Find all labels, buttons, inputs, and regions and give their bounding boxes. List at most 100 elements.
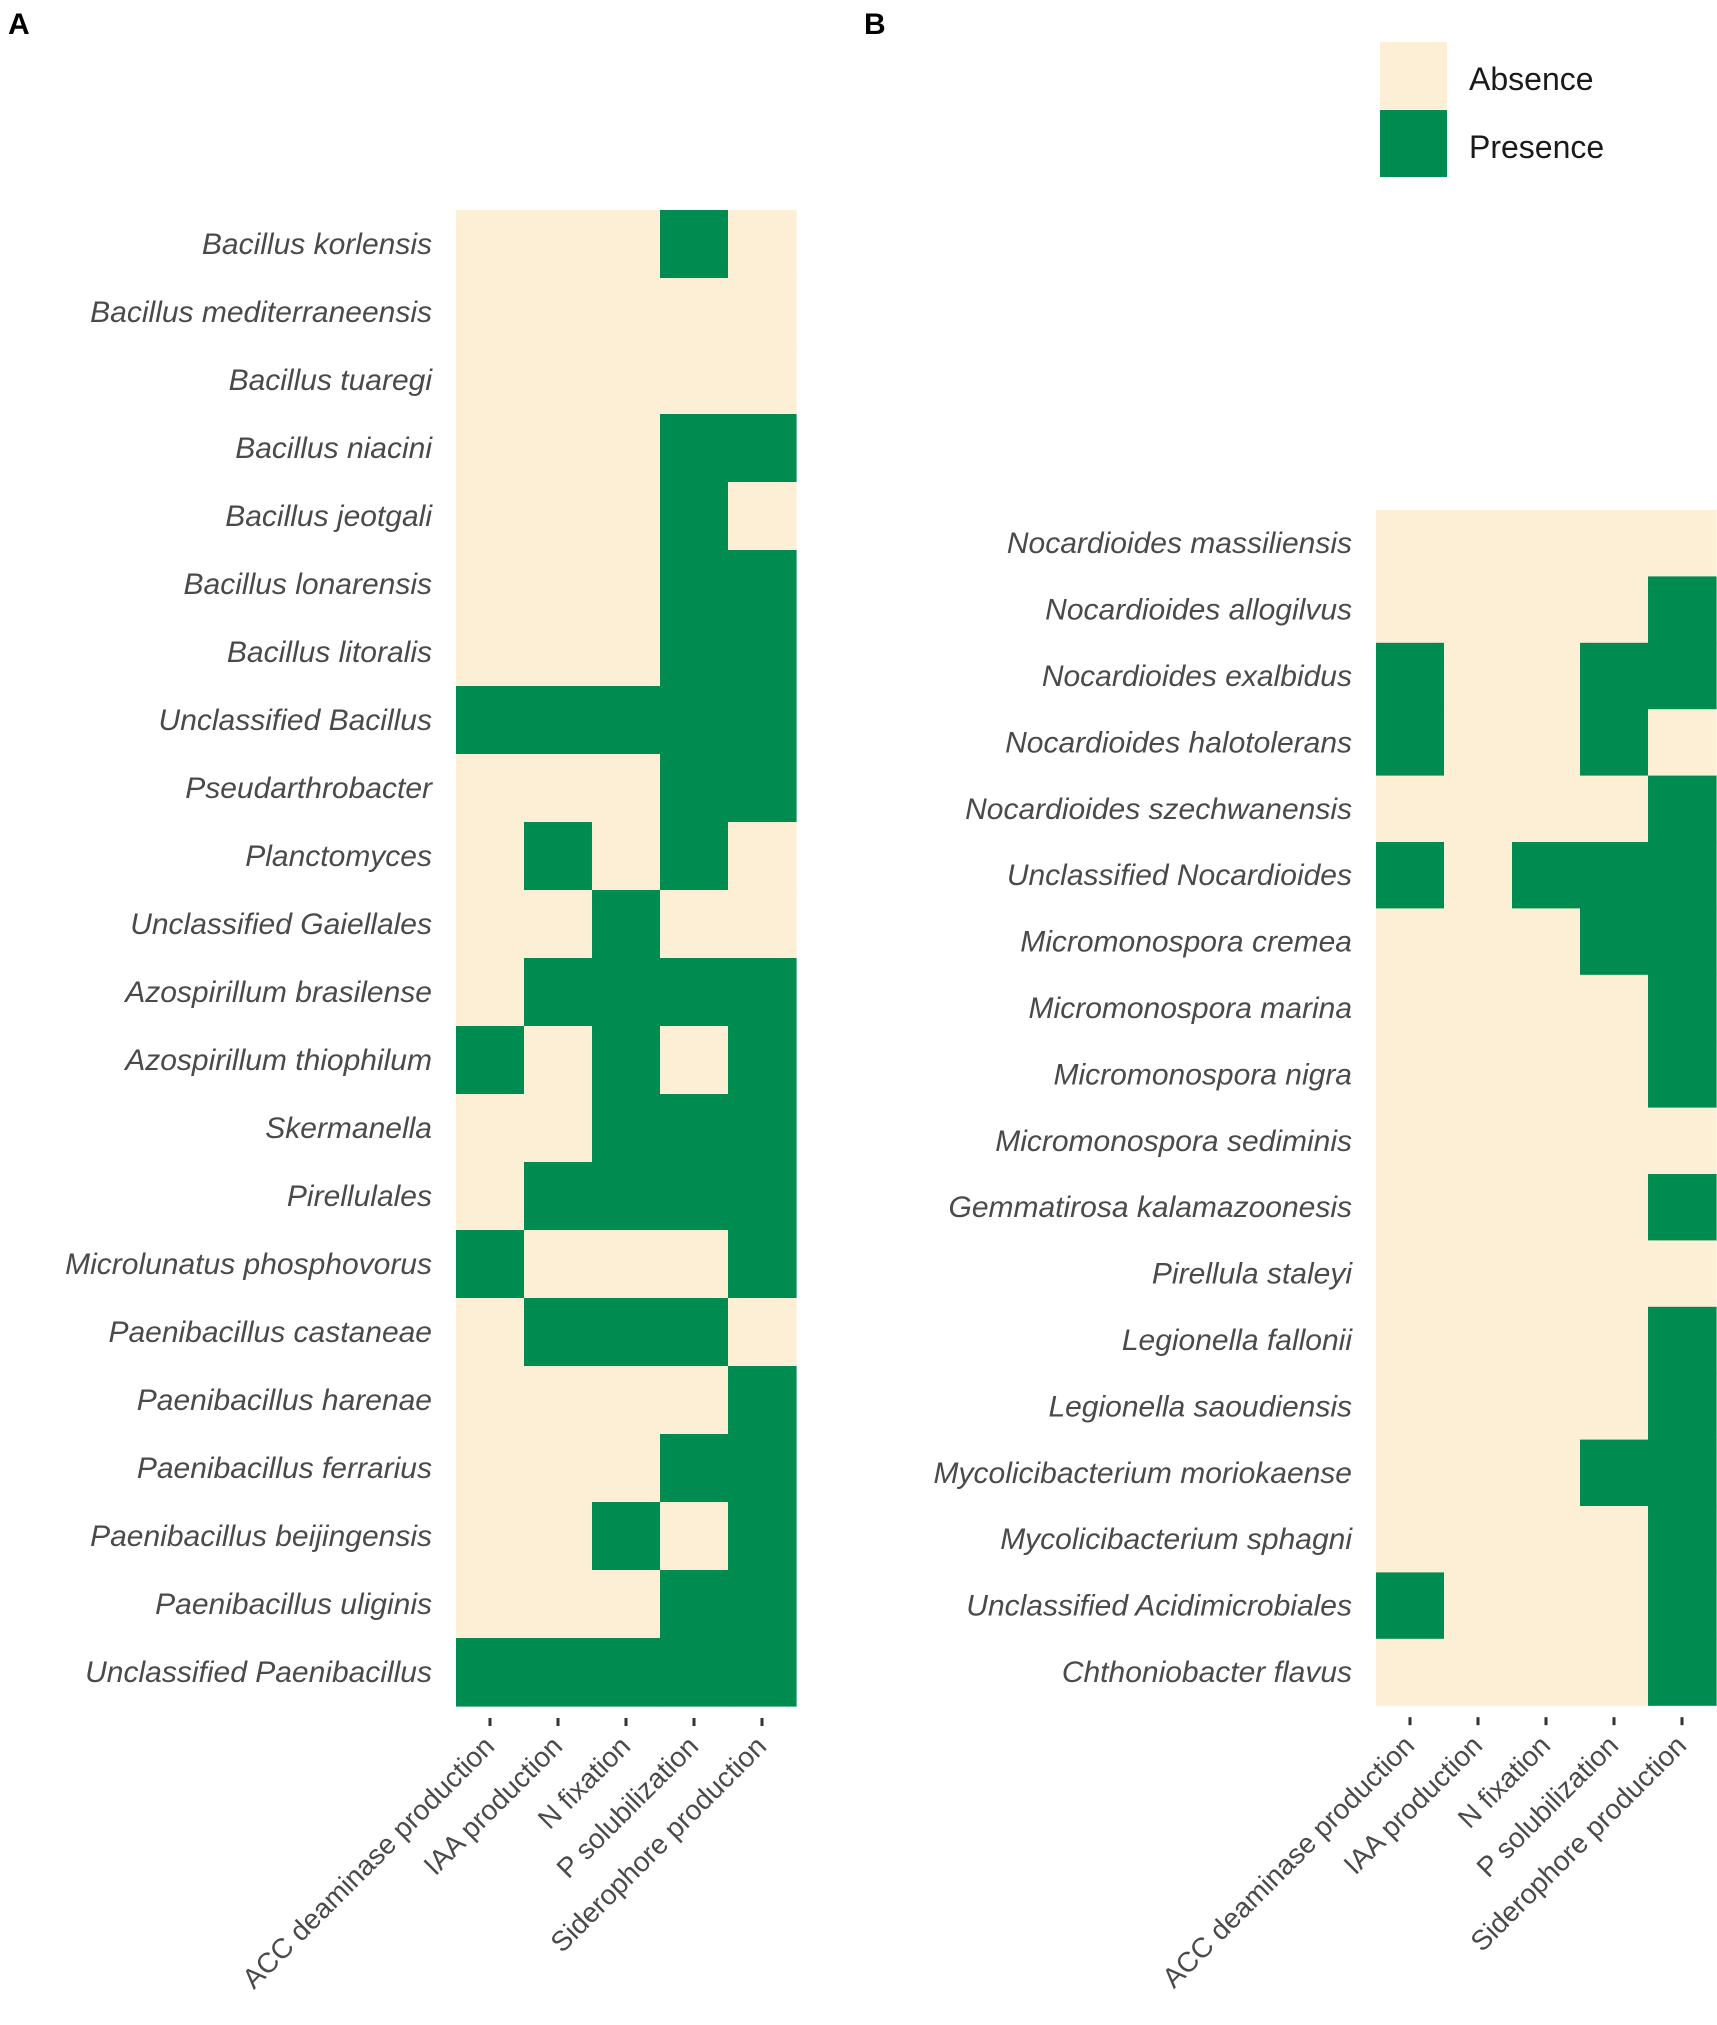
row-label-a-paenibacillus-ferrarius: Paenibacillus ferrarius	[137, 1452, 432, 1485]
row-label-a-bacillus-niacini: Bacillus niacini	[235, 432, 433, 465]
heatmap-cell-a-pirellulales-n-fixation	[592, 1162, 661, 1231]
row-label-a-microlunatus-phosphovorus: Microlunatus phosphovorus	[65, 1248, 432, 1281]
heatmap-cell-a-bacillus-mediterraneensis-iaa-production	[524, 278, 593, 347]
heatmap-cell-b-nocardioides-exalbidus-p-solubilization	[1580, 642, 1649, 710]
heatmap-cell-b-micromonospora-marina-iaa-production	[1444, 974, 1513, 1042]
row-label-b-pirellula-staleyi: Pirellula staleyi	[1152, 1258, 1353, 1291]
heatmap-cell-b-unclassified-nocardioides-acc-deaminase-production	[1376, 842, 1445, 909]
panel-b-letter: B	[864, 8, 886, 41]
heatmap-cell-a-unclassified-bacillus-n-fixation	[592, 686, 661, 755]
heatmap-cell-a-paenibacillus-uliginis-siderophore-production	[728, 1570, 797, 1639]
heatmap-cell-a-planctomyces-n-fixation	[592, 822, 661, 891]
heatmap-cell-a-bacillus-jeotgali-p-solubilization	[660, 482, 729, 551]
heatmap-cell-a-paenibacillus-beijingensis-siderophore-production	[728, 1502, 797, 1571]
heatmap-cell-b-micromonospora-nigra-p-solubilization	[1580, 1041, 1649, 1109]
heatmap-cell-b-unclassified-nocardioides-n-fixation	[1512, 842, 1581, 909]
heatmap-cell-b-nocardioides-halotolerans-n-fixation	[1512, 709, 1581, 777]
heatmap-cell-b-micromonospora-cremea-siderophore-production	[1648, 908, 1717, 976]
row-label-b-micromonospora-nigra: Micromonospora nigra	[1054, 1058, 1352, 1091]
legend-swatch-presence	[1380, 110, 1447, 177]
heatmap-cell-b-nocardioides-szechwanensis-iaa-production	[1444, 775, 1513, 843]
heatmap-cell-a-azospirillum-thiophilum-iaa-production	[524, 1026, 593, 1095]
heatmap-cell-a-bacillus-niacini-siderophore-production	[728, 414, 797, 483]
heatmap-cell-a-paenibacillus-harenae-acc-deaminase-production	[456, 1366, 525, 1435]
row-label-a-unclassified-gaiellales: Unclassified Gaiellales	[130, 908, 432, 941]
heatmap-cell-b-gemmatirosa-kalamazoonesis-siderophore-production	[1648, 1174, 1717, 1241]
heatmap-cell-a-bacillus-mediterraneensis-n-fixation	[592, 278, 661, 347]
heatmap-cell-b-nocardioides-halotolerans-iaa-production	[1444, 709, 1513, 777]
heatmap-cell-a-paenibacillus-castaneae-p-solubilization	[660, 1298, 729, 1367]
row-label-b-legionella-saoudiensis: Legionella saoudiensis	[1048, 1390, 1352, 1423]
heatmap-cell-a-bacillus-lonarensis-siderophore-production	[728, 550, 797, 619]
heatmap-cell-b-mycolicibacterium-sphagni-acc-deaminase-production	[1376, 1506, 1445, 1573]
heatmap-cell-b-mycolicibacterium-sphagni-n-fixation	[1512, 1506, 1581, 1573]
heatmap-cell-b-nocardioides-allogilvus-acc-deaminase-production	[1376, 576, 1445, 644]
heatmap-cell-a-unclassified-paenibacillus-n-fixation	[592, 1638, 661, 1707]
heatmap-cell-a-unclassified-bacillus-acc-deaminase-production	[456, 686, 525, 755]
heatmap-cell-a-bacillus-lonarensis-p-solubilization	[660, 550, 729, 619]
heatmap-cell-a-bacillus-korlensis-acc-deaminase-production	[456, 210, 525, 279]
heatmap-cell-b-nocardioides-massiliensis-n-fixation	[1512, 510, 1581, 577]
heatmap-cell-b-chthoniobacter-flavus-siderophore-production	[1648, 1638, 1717, 1706]
heatmap-cell-a-pirellulales-p-solubilization	[660, 1162, 729, 1231]
heatmap-cell-b-chthoniobacter-flavus-p-solubilization	[1580, 1638, 1649, 1706]
heatmap-cell-a-paenibacillus-ferrarius-acc-deaminase-production	[456, 1434, 525, 1503]
row-label-b-micromonospora-cremea: Micromonospora cremea	[1020, 926, 1352, 959]
heatmap-cell-b-legionella-fallonii-n-fixation	[1512, 1306, 1581, 1374]
heatmap-cell-a-azospirillum-thiophilum-p-solubilization	[660, 1026, 729, 1095]
heatmap-cell-b-micromonospora-sediminis-n-fixation	[1512, 1107, 1581, 1175]
heatmap-cell-a-unclassified-bacillus-p-solubilization	[660, 686, 729, 755]
heatmap-cell-b-micromonospora-cremea-p-solubilization	[1580, 908, 1649, 976]
heatmap-cell-b-legionella-fallonii-iaa-production	[1444, 1306, 1513, 1374]
heatmap-cell-a-paenibacillus-beijingensis-acc-deaminase-production	[456, 1502, 525, 1571]
heatmap-cell-a-bacillus-jeotgali-acc-deaminase-production	[456, 482, 525, 551]
heatmap-cell-a-paenibacillus-castaneae-acc-deaminase-production	[456, 1298, 525, 1367]
row-label-a-bacillus-litoralis: Bacillus litoralis	[227, 636, 432, 669]
heatmap-cell-b-pirellula-staleyi-acc-deaminase-production	[1376, 1240, 1445, 1308]
heatmap-cell-a-bacillus-niacini-acc-deaminase-production	[456, 414, 525, 483]
heatmap-cell-b-nocardioides-allogilvus-siderophore-production	[1648, 576, 1717, 644]
heatmap-cell-a-unclassified-bacillus-siderophore-production	[728, 686, 797, 755]
heatmap-cell-a-bacillus-mediterraneensis-p-solubilization	[660, 278, 729, 347]
heatmap-cell-a-unclassified-gaiellales-p-solubilization	[660, 890, 729, 959]
heatmap-cell-b-chthoniobacter-flavus-acc-deaminase-production	[1376, 1638, 1445, 1706]
heatmap-cell-b-mycolicibacterium-sphagni-p-solubilization	[1580, 1506, 1649, 1573]
heatmap-cell-a-unclassified-gaiellales-n-fixation	[592, 890, 661, 959]
heatmap-cell-b-mycolicibacterium-moriokaense-p-solubilization	[1580, 1439, 1649, 1507]
heatmap-cell-b-unclassified-acidimicrobiales-siderophore-production	[1648, 1572, 1717, 1640]
row-label-a-unclassified-paenibacillus: Unclassified Paenibacillus	[85, 1656, 432, 1689]
heatmap-cell-b-micromonospora-sediminis-acc-deaminase-production	[1376, 1107, 1445, 1175]
heatmap-cell-a-pseudarthrobacter-n-fixation	[592, 754, 661, 823]
row-label-b-nocardioides-exalbidus: Nocardioides exalbidus	[1042, 660, 1352, 693]
heatmap-cell-b-nocardioides-exalbidus-siderophore-production	[1648, 642, 1717, 710]
heatmap-cell-b-pirellula-staleyi-iaa-production	[1444, 1240, 1513, 1308]
row-label-a-azospirillum-brasilense: Azospirillum brasilense	[123, 976, 432, 1009]
heatmap-cell-b-gemmatirosa-kalamazoonesis-p-solubilization	[1580, 1174, 1649, 1241]
heatmap-cell-a-bacillus-lonarensis-n-fixation	[592, 550, 661, 619]
heatmap-cell-a-bacillus-litoralis-n-fixation	[592, 618, 661, 687]
heatmap-cell-b-pirellula-staleyi-p-solubilization	[1580, 1240, 1649, 1308]
heatmap-cell-a-planctomyces-acc-deaminase-production	[456, 822, 525, 891]
heatmap-cell-b-legionella-saoudiensis-siderophore-production	[1648, 1373, 1717, 1441]
heatmap-cell-b-micromonospora-sediminis-siderophore-production	[1648, 1107, 1717, 1175]
heatmap-cell-b-legionella-saoudiensis-n-fixation	[1512, 1373, 1581, 1441]
heatmap-cell-a-bacillus-niacini-iaa-production	[524, 414, 593, 483]
heatmap-cell-a-unclassified-paenibacillus-acc-deaminase-production	[456, 1638, 525, 1707]
heatmap-cell-b-nocardioides-halotolerans-siderophore-production	[1648, 709, 1717, 777]
heatmap-cell-b-legionella-fallonii-siderophore-production	[1648, 1306, 1717, 1374]
heatmap-cell-a-bacillus-tuaregi-n-fixation	[592, 346, 661, 415]
heatmap-cell-a-bacillus-tuaregi-p-solubilization	[660, 346, 729, 415]
heatmap-cell-a-pirellulales-siderophore-production	[728, 1162, 797, 1231]
heatmap-cell-b-nocardioides-allogilvus-iaa-production	[1444, 576, 1513, 644]
heatmap-cell-b-legionella-saoudiensis-p-solubilization	[1580, 1373, 1649, 1441]
heatmap-cell-b-nocardioides-exalbidus-iaa-production	[1444, 642, 1513, 710]
heatmap-cell-a-azospirillum-brasilense-acc-deaminase-production	[456, 958, 525, 1027]
heatmap-cell-b-pirellula-staleyi-siderophore-production	[1648, 1240, 1717, 1308]
heatmap-cell-a-planctomyces-siderophore-production	[728, 822, 797, 891]
heatmap-cell-a-paenibacillus-ferrarius-siderophore-production	[728, 1434, 797, 1503]
heatmap-cell-b-micromonospora-marina-p-solubilization	[1580, 974, 1649, 1042]
heatmap-cell-b-legionella-fallonii-p-solubilization	[1580, 1306, 1649, 1374]
heatmap-cell-a-skermanella-acc-deaminase-production	[456, 1094, 525, 1163]
heatmap-cell-a-bacillus-korlensis-p-solubilization	[660, 210, 729, 279]
